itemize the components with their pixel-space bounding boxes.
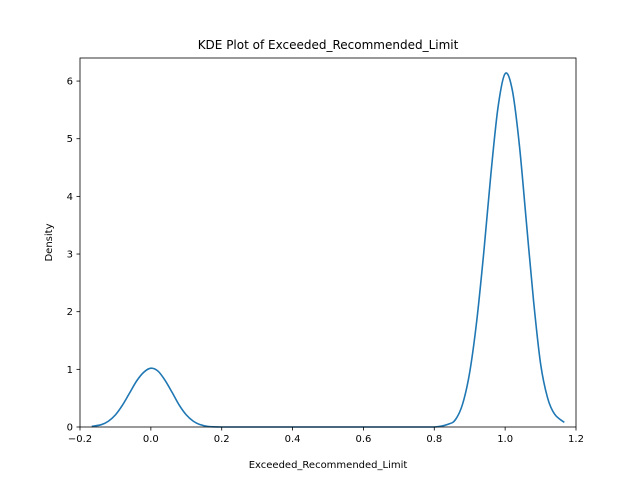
x-tick-label: 0.8 bbox=[426, 434, 442, 445]
y-axis: 0 1 2 3 4 5 6 bbox=[67, 77, 80, 434]
y-tick-label: 2 bbox=[67, 307, 73, 318]
y-tick-label: 5 bbox=[67, 134, 73, 145]
plot-area bbox=[79, 57, 577, 428]
axes-frame bbox=[79, 57, 577, 428]
x-tick-label: −0.2 bbox=[68, 434, 92, 445]
x-axis: −0.2 0.0 0.2 0.4 0.6 0.8 1.0 1.2 bbox=[68, 427, 584, 445]
x-tick-label: 1.0 bbox=[497, 434, 513, 445]
x-tick-label: 0.2 bbox=[214, 434, 230, 445]
y-tick-label: 0 bbox=[67, 423, 73, 434]
x-axis-label: Exceeded_Recommended_Limit bbox=[249, 460, 408, 471]
x-tick-label: 0.0 bbox=[143, 434, 159, 445]
y-axis-label: Density bbox=[44, 223, 55, 261]
x-tick-label: 1.2 bbox=[568, 434, 584, 445]
y-tick-label: 3 bbox=[67, 250, 73, 261]
x-tick-label: 0.4 bbox=[285, 434, 301, 445]
chart-title: KDE Plot of Exceeded_Recommended_Limit bbox=[198, 38, 459, 52]
y-tick-label: 4 bbox=[67, 192, 73, 203]
y-tick-label: 1 bbox=[67, 365, 73, 376]
x-tick-label: 0.6 bbox=[355, 434, 371, 445]
y-tick-label: 6 bbox=[67, 77, 73, 88]
